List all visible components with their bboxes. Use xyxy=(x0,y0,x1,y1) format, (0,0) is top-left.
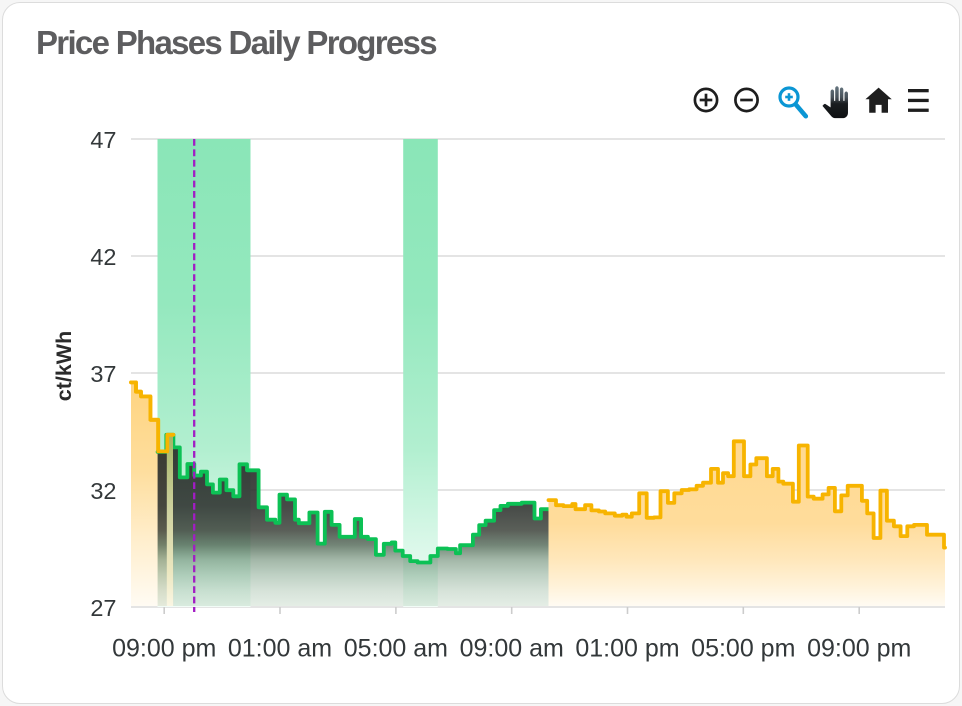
svg-text:09:00 pm: 09:00 pm xyxy=(112,635,216,663)
svg-text:27: 27 xyxy=(90,595,116,621)
svg-text:32: 32 xyxy=(90,478,116,504)
svg-text:09:00 am: 09:00 am xyxy=(460,635,564,663)
svg-text:42: 42 xyxy=(90,244,116,270)
svg-text:47: 47 xyxy=(90,127,116,153)
svg-text:01:00 am: 01:00 am xyxy=(228,635,332,663)
svg-text:01:00 pm: 01:00 pm xyxy=(575,635,679,663)
svg-text:ct/kWh: ct/kWh xyxy=(52,331,76,401)
svg-text:05:00 am: 05:00 am xyxy=(344,635,448,663)
svg-text:05:00 pm: 05:00 pm xyxy=(691,635,795,663)
svg-text:09:00 pm: 09:00 pm xyxy=(807,635,911,663)
svg-text:37: 37 xyxy=(90,361,116,387)
